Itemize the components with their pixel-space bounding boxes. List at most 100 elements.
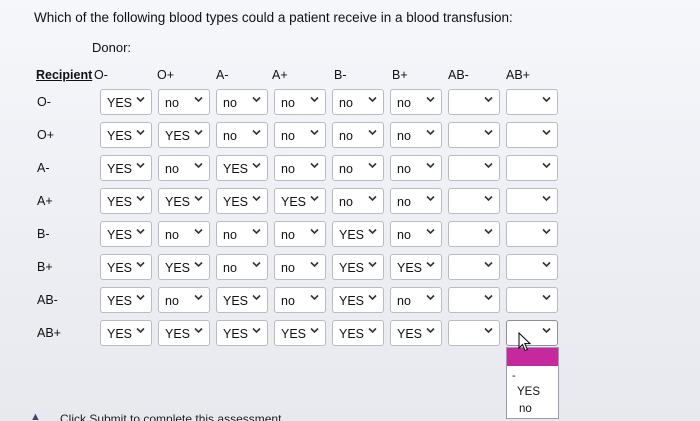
donor-label: Donor: bbox=[92, 40, 132, 55]
blood-type-select[interactable]: no bbox=[158, 155, 210, 181]
blood-type-select[interactable]: YES bbox=[216, 155, 268, 181]
blood-type-select[interactable]: no bbox=[158, 221, 210, 247]
blood-type-select[interactable]: YES bbox=[158, 122, 210, 148]
chevron-down-icon bbox=[136, 95, 145, 104]
select-value: no bbox=[339, 162, 353, 176]
mouse-pointer-icon bbox=[518, 331, 532, 357]
dropdown-option-blank[interactable]: - bbox=[512, 370, 516, 382]
blood-type-select[interactable] bbox=[506, 122, 558, 148]
blood-type-select[interactable]: YES bbox=[274, 320, 326, 346]
blood-type-select[interactable]: YES bbox=[216, 320, 268, 346]
blood-type-select[interactable]: YES bbox=[158, 188, 210, 214]
dropdown-option-yes[interactable]: YES bbox=[517, 386, 541, 398]
chevron-down-icon bbox=[310, 194, 319, 203]
blood-type-select[interactable] bbox=[506, 89, 558, 115]
dropdown-option-no[interactable]: no bbox=[519, 403, 532, 415]
blood-type-select[interactable]: no bbox=[274, 287, 326, 313]
blood-type-select[interactable]: YES bbox=[332, 254, 384, 280]
blood-type-select[interactable]: no bbox=[390, 155, 442, 181]
column-header: O+ bbox=[157, 68, 175, 82]
blood-type-select[interactable]: YES bbox=[100, 155, 152, 181]
chevron-down-icon bbox=[252, 227, 261, 236]
column-header: O- bbox=[94, 68, 108, 82]
row-label: B+ bbox=[37, 260, 53, 274]
blood-type-select[interactable]: YES bbox=[100, 287, 152, 313]
blood-type-select[interactable]: no bbox=[332, 89, 384, 115]
blood-type-select[interactable]: YES bbox=[158, 254, 210, 280]
chevron-down-icon bbox=[484, 260, 493, 269]
blood-type-select[interactable]: no bbox=[158, 287, 210, 313]
select-value: YES bbox=[339, 294, 365, 308]
chevron-down-icon bbox=[252, 161, 261, 170]
blood-type-select[interactable]: no bbox=[216, 254, 268, 280]
blood-type-select[interactable]: YES bbox=[274, 188, 326, 214]
blood-type-select[interactable]: no bbox=[274, 254, 326, 280]
chevron-down-icon bbox=[426, 161, 435, 170]
chevron-down-icon bbox=[426, 194, 435, 203]
blood-type-select[interactable] bbox=[448, 89, 500, 115]
row-label: AB+ bbox=[37, 326, 61, 340]
select-value: YES bbox=[281, 327, 307, 341]
blood-type-select[interactable]: YES bbox=[216, 188, 268, 214]
blood-type-select[interactable]: no bbox=[390, 221, 442, 247]
chevron-down-icon bbox=[484, 128, 493, 137]
blood-type-select[interactable]: YES bbox=[100, 221, 152, 247]
chevron-down-icon bbox=[252, 326, 261, 335]
blood-type-select[interactable] bbox=[506, 221, 558, 247]
blood-type-select[interactable]: no bbox=[274, 89, 326, 115]
blood-type-select[interactable] bbox=[448, 122, 500, 148]
blood-type-select[interactable]: YES bbox=[100, 254, 152, 280]
blood-type-select[interactable] bbox=[506, 188, 558, 214]
blood-type-select[interactable]: no bbox=[390, 89, 442, 115]
chevron-down-icon bbox=[542, 95, 551, 104]
blood-type-select[interactable] bbox=[506, 287, 558, 313]
dropdown-options-list[interactable]: - YES no bbox=[506, 347, 559, 419]
chevron-down-icon bbox=[194, 293, 203, 302]
chevron-down-icon bbox=[310, 95, 319, 104]
select-value: YES bbox=[107, 96, 133, 110]
select-value: YES bbox=[223, 294, 249, 308]
blood-type-select[interactable] bbox=[448, 320, 500, 346]
blood-type-select[interactable] bbox=[506, 155, 558, 181]
blood-type-select[interactable]: YES bbox=[332, 320, 384, 346]
select-value: no bbox=[397, 195, 411, 209]
blood-type-select[interactable] bbox=[448, 155, 500, 181]
row-label: AB- bbox=[37, 293, 58, 307]
select-value: no bbox=[165, 228, 179, 242]
blood-type-select[interactable] bbox=[506, 320, 558, 346]
blood-type-select[interactable]: YES bbox=[100, 89, 152, 115]
blood-type-select[interactable]: YES bbox=[158, 320, 210, 346]
blood-type-select[interactable]: YES bbox=[100, 188, 152, 214]
blood-type-select[interactable]: YES bbox=[100, 122, 152, 148]
blood-type-select[interactable]: YES bbox=[216, 287, 268, 313]
chevron-down-icon bbox=[368, 128, 377, 137]
dropdown-option-highlighted[interactable] bbox=[507, 348, 558, 366]
blood-type-select[interactable]: no bbox=[390, 188, 442, 214]
select-value: no bbox=[165, 162, 179, 176]
blood-type-select[interactable]: YES bbox=[332, 287, 384, 313]
blood-type-select[interactable] bbox=[448, 254, 500, 280]
blood-type-select[interactable]: no bbox=[390, 287, 442, 313]
blood-type-select[interactable]: no bbox=[216, 89, 268, 115]
blood-type-select[interactable]: YES bbox=[100, 320, 152, 346]
blood-type-select[interactable] bbox=[448, 287, 500, 313]
blood-type-select[interactable]: no bbox=[390, 122, 442, 148]
blood-type-select[interactable]: no bbox=[158, 89, 210, 115]
blood-type-select[interactable]: no bbox=[216, 122, 268, 148]
select-value: YES bbox=[339, 327, 365, 341]
blood-type-select[interactable]: no bbox=[274, 221, 326, 247]
blood-type-select[interactable]: no bbox=[332, 122, 384, 148]
blood-type-select[interactable]: no bbox=[332, 155, 384, 181]
blood-type-select[interactable] bbox=[448, 221, 500, 247]
blood-type-select[interactable]: no bbox=[216, 221, 268, 247]
blood-type-select[interactable]: YES bbox=[390, 320, 442, 346]
blood-type-select[interactable]: YES bbox=[390, 254, 442, 280]
blood-type-select[interactable] bbox=[506, 254, 558, 280]
blood-type-select[interactable]: YES bbox=[332, 221, 384, 247]
chevron-down-icon bbox=[542, 161, 551, 170]
blood-type-select[interactable]: no bbox=[274, 122, 326, 148]
blood-type-select[interactable]: no bbox=[332, 188, 384, 214]
blood-type-select[interactable] bbox=[448, 188, 500, 214]
chevron-down-icon bbox=[194, 194, 203, 203]
blood-type-select[interactable]: no bbox=[274, 155, 326, 181]
